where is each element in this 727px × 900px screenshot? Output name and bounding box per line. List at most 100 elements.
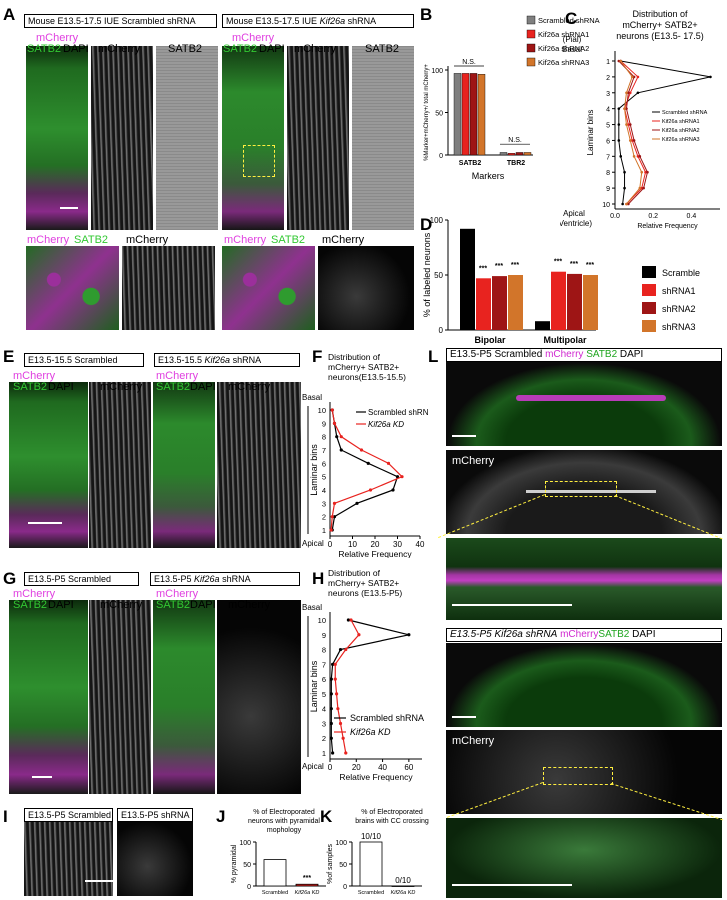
line-F-1 (330, 409, 404, 531)
point-H-1-2 (338, 721, 343, 726)
point-F-0-6 (339, 448, 343, 452)
tick-label-F-6: 6 (322, 459, 326, 468)
legend-d: Scramble shRNA1 shRNA2 shRNA3 (642, 266, 700, 332)
point-c-3-4 (625, 123, 628, 126)
tick-label-F-9: 9 (322, 419, 326, 428)
micrograph-g-3 (153, 600, 215, 794)
label-l-mcherry-2: mCherry (452, 735, 495, 747)
point-c-0-6 (619, 155, 623, 158)
panel-e-header-right: E13.5-15.5 Kif26a shRNA (154, 353, 300, 367)
label-a-mcherry-2: mCherry (98, 43, 141, 55)
point-c-0-9 (621, 202, 624, 206)
label-e-dapi-3: DAPI (190, 381, 216, 393)
zoom-box-l-1 (545, 481, 617, 497)
line-H-0 (330, 619, 409, 754)
panel-label-e: E (3, 347, 15, 366)
panel-label-j: J (216, 807, 226, 826)
point-H-0-8 (407, 633, 411, 637)
tick-label-c-3: 3 (606, 91, 610, 98)
tick-label-b-0: 0 (439, 153, 443, 160)
point-F-1-5 (386, 461, 391, 465)
micrograph-a-scrambled-mcherry (91, 46, 153, 230)
xtick-label-F-0: 0 (328, 540, 333, 549)
point-c-1-1 (636, 75, 640, 79)
panel-label-h: H (312, 569, 325, 588)
chart-d: 0 50 100 *** *** *** Bipolar *** *** *** Multipola… (422, 216, 598, 345)
legend-label-H-0: Scrambled shRNA (350, 713, 424, 723)
tick-label-d-100: 100 (430, 216, 444, 225)
micrograph-a-scrambled-merge (26, 46, 88, 230)
point-H-0-4 (329, 692, 333, 696)
xlabel-b: Markers (472, 171, 505, 181)
tick-label-J-0: 0 (247, 884, 251, 891)
point-c-0-3 (617, 107, 621, 110)
point-H-1-3 (336, 707, 340, 711)
label-a-satb2-1: SATB2 (27, 43, 62, 55)
annotation-d-0-1: *** (479, 265, 487, 272)
point-c-1-2 (628, 91, 632, 95)
point-H-1-4 (334, 692, 339, 696)
bar-d-Bipolar-0 (460, 228, 475, 330)
panel-i-header-left: E13.5-P5 Scrambled (24, 808, 113, 822)
bar-d-Bipolar-1 (476, 278, 491, 330)
tick-label-c-9: 9 (606, 186, 610, 193)
ytop-label-H: Basal (302, 603, 322, 612)
bar-J-1 (295, 883, 319, 887)
point-H-1-1 (341, 736, 345, 740)
panel-l-header-top: E13.5-P5 Scrambled mCherry SATB2 DAPI (446, 348, 722, 362)
category-label-b-SATB2: SATB2 (459, 160, 482, 167)
xtick-label-H-40: 40 (378, 763, 387, 772)
point-H-0-9 (346, 618, 350, 622)
title-K-1: brains with CC crossing (355, 818, 429, 825)
legend-label-c-2: Kif26a shRNA2 (662, 128, 700, 134)
scale-bar-a (60, 207, 78, 209)
category-label-K-1: Kif26a KD (391, 890, 416, 896)
scale-bar-l-2 (452, 604, 572, 606)
tick-label-c-4: 4 (606, 107, 610, 114)
line-c-1 (620, 60, 647, 205)
data-label-K-0: 10/10 (361, 832, 382, 841)
title-H-2: mCherry+ SATB2+ (328, 578, 399, 588)
point-H-1-7 (344, 647, 348, 652)
point-H-0-1 (329, 736, 333, 740)
micrograph-i-1 (24, 822, 113, 896)
annotation-d-1-3: *** (586, 262, 594, 269)
point-c-3-5 (628, 139, 632, 142)
panel-label-c: C (565, 9, 578, 28)
legend-label-d-3: shRNA3 (662, 322, 696, 332)
point-F-1-6 (359, 448, 364, 452)
point-c-0-7 (623, 170, 626, 174)
title-F-3: neurons(E13.5-15.5) (328, 372, 406, 382)
bar-d-Multipolar-3 (583, 275, 598, 330)
label-g-mcherry-1: mCherry (13, 588, 56, 600)
annotation-d-0-3: *** (511, 262, 519, 269)
legend-swatch-b-2 (526, 43, 536, 53)
bar-K-0 (359, 841, 383, 887)
point-c-2-0 (617, 59, 621, 63)
label-a-dapi-1: DAPI (63, 43, 89, 55)
annotation-b-0: N.S. (462, 59, 476, 66)
point-F-1-3 (368, 488, 373, 492)
label-g-satb2-1: SATB2 (13, 599, 48, 611)
bar-d-Bipolar-2 (492, 276, 507, 330)
point-c-3-2 (625, 91, 628, 95)
bar-b-SATB2-2 (469, 73, 478, 156)
title-c-1: Distribution of (632, 9, 688, 19)
point-H-0-7 (338, 647, 343, 652)
legend-label-c-3: Kif26a shRNA3 (662, 137, 700, 143)
bar-b-SATB2-1 (461, 73, 470, 156)
tick-label-c-2: 2 (606, 75, 610, 82)
ylabel-H: Laminar bins (309, 660, 319, 712)
micrograph-l-top-zoom (446, 538, 722, 620)
panel-g-header-right: E13.5-P5 Kif26a shRNA (150, 572, 300, 586)
legend-swatch-d-2 (642, 302, 656, 314)
title-c-2: mCherry+ SATB2+ (622, 20, 697, 30)
micrograph-e-4 (217, 382, 301, 548)
micrograph-g-1 (9, 600, 88, 794)
bar-b-TBR2-1 (507, 153, 516, 156)
bar-b-TBR2-2 (515, 152, 524, 156)
ylabel-d: % of labeled neurons (422, 232, 432, 317)
point-F-1-4 (400, 475, 404, 479)
